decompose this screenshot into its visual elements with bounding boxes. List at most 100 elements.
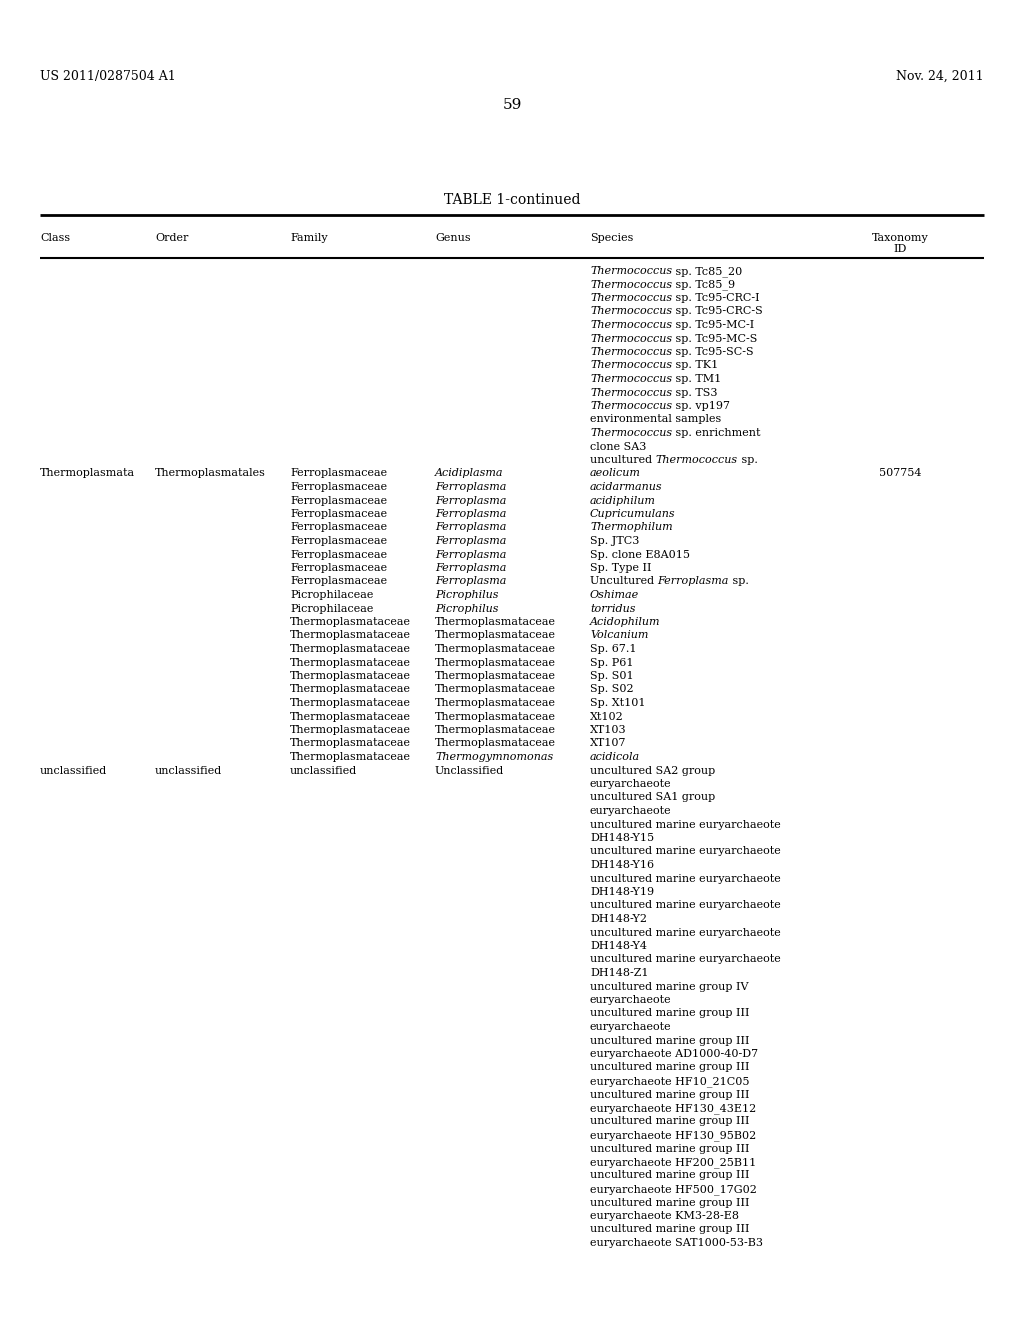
Text: Thermoplasmataceae: Thermoplasmataceae bbox=[290, 685, 411, 694]
Text: uncultured marine group III: uncultured marine group III bbox=[590, 1171, 750, 1180]
Text: DH148-Z1: DH148-Z1 bbox=[590, 968, 648, 978]
Text: Sp. Xt101: Sp. Xt101 bbox=[590, 698, 645, 708]
Text: uncultured marine group III: uncultured marine group III bbox=[590, 1117, 750, 1126]
Text: Thermococcus: Thermococcus bbox=[590, 319, 672, 330]
Text: Thermoplasmataceae: Thermoplasmataceae bbox=[290, 671, 411, 681]
Text: Ferroplasmaceae: Ferroplasmaceae bbox=[290, 510, 387, 519]
Text: Thermoplasmataceae: Thermoplasmataceae bbox=[435, 685, 556, 694]
Text: Ferroplasmaceae: Ferroplasmaceae bbox=[290, 523, 387, 532]
Text: Sp. P61: Sp. P61 bbox=[590, 657, 634, 668]
Text: Thermococcus: Thermococcus bbox=[590, 293, 672, 304]
Text: Thermoplasmataceae: Thermoplasmataceae bbox=[290, 711, 411, 722]
Text: Thermococcus: Thermococcus bbox=[590, 306, 672, 317]
Text: euryarchaeote AD1000-40-D7: euryarchaeote AD1000-40-D7 bbox=[590, 1049, 758, 1059]
Text: Sp. 67.1: Sp. 67.1 bbox=[590, 644, 637, 653]
Text: Ferroplasma: Ferroplasma bbox=[435, 510, 507, 519]
Text: Ferroplasma: Ferroplasma bbox=[657, 577, 729, 586]
Text: euryarchaeote: euryarchaeote bbox=[590, 779, 672, 789]
Text: Thermoplasmataceae: Thermoplasmataceae bbox=[290, 631, 411, 640]
Text: acidicola: acidicola bbox=[590, 752, 640, 762]
Text: Thermoplasmataceae: Thermoplasmataceae bbox=[290, 644, 411, 653]
Text: uncultured SA1 group: uncultured SA1 group bbox=[590, 792, 715, 803]
Text: DH148-Y4: DH148-Y4 bbox=[590, 941, 647, 950]
Text: TABLE 1-continued: TABLE 1-continued bbox=[443, 193, 581, 207]
Text: 507754: 507754 bbox=[879, 469, 922, 479]
Text: euryarchaeote HF130_95B02: euryarchaeote HF130_95B02 bbox=[590, 1130, 757, 1140]
Text: Nov. 24, 2011: Nov. 24, 2011 bbox=[896, 70, 984, 83]
Text: environmental samples: environmental samples bbox=[590, 414, 721, 425]
Text: sp. enrichment: sp. enrichment bbox=[672, 428, 761, 438]
Text: Cupricumulans: Cupricumulans bbox=[590, 510, 676, 519]
Text: DH148-Y15: DH148-Y15 bbox=[590, 833, 654, 843]
Text: Family: Family bbox=[290, 234, 328, 243]
Text: uncultured marine euryarchaeote: uncultured marine euryarchaeote bbox=[590, 874, 780, 883]
Text: sp. Tc85_9: sp. Tc85_9 bbox=[672, 280, 735, 290]
Text: Thermoplasmataceae: Thermoplasmataceae bbox=[290, 725, 411, 735]
Text: Thermoplasmataceae: Thermoplasmataceae bbox=[290, 616, 411, 627]
Text: Ferroplasmaceae: Ferroplasmaceae bbox=[290, 564, 387, 573]
Text: Ferroplasmaceae: Ferroplasmaceae bbox=[290, 549, 387, 560]
Text: unclassified: unclassified bbox=[290, 766, 357, 776]
Text: Ferroplasmaceae: Ferroplasmaceae bbox=[290, 495, 387, 506]
Text: Thermococcus: Thermococcus bbox=[590, 360, 672, 371]
Text: Unclassified: Unclassified bbox=[435, 766, 504, 776]
Text: Picrophilus: Picrophilus bbox=[435, 590, 499, 601]
Text: uncultured SA2 group: uncultured SA2 group bbox=[590, 766, 715, 776]
Text: uncultured marine group III: uncultured marine group III bbox=[590, 1089, 750, 1100]
Text: sp. vp197: sp. vp197 bbox=[672, 401, 730, 411]
Text: Thermococcus: Thermococcus bbox=[590, 428, 672, 438]
Text: DH148-Y19: DH148-Y19 bbox=[590, 887, 654, 898]
Text: Thermoplasmataceae: Thermoplasmataceae bbox=[435, 725, 556, 735]
Text: acidiphilum: acidiphilum bbox=[590, 495, 656, 506]
Text: Thermoplasmatales: Thermoplasmatales bbox=[155, 469, 266, 479]
Text: sp. Tc95-SC-S: sp. Tc95-SC-S bbox=[672, 347, 754, 356]
Text: uncultured marine group IV: uncultured marine group IV bbox=[590, 982, 749, 991]
Text: uncultured: uncultured bbox=[590, 455, 655, 465]
Text: Acidiplasma: Acidiplasma bbox=[435, 469, 504, 479]
Text: XT103: XT103 bbox=[590, 725, 627, 735]
Text: DH148-Y16: DH148-Y16 bbox=[590, 861, 654, 870]
Text: Thermoplasmataceae: Thermoplasmataceae bbox=[290, 752, 411, 762]
Text: sp. TS3: sp. TS3 bbox=[672, 388, 718, 397]
Text: Thermophilum: Thermophilum bbox=[590, 523, 673, 532]
Text: Order: Order bbox=[155, 234, 188, 243]
Text: sp. Tc95-CRC-S: sp. Tc95-CRC-S bbox=[672, 306, 763, 317]
Text: euryarchaeote: euryarchaeote bbox=[590, 1022, 672, 1032]
Text: Class: Class bbox=[40, 234, 70, 243]
Text: sp. TK1: sp. TK1 bbox=[672, 360, 719, 371]
Text: Sp. S02: Sp. S02 bbox=[590, 685, 634, 694]
Text: ID: ID bbox=[893, 244, 906, 253]
Text: sp. Tc95-MC-I: sp. Tc95-MC-I bbox=[672, 319, 755, 330]
Text: Thermoplasmataceae: Thermoplasmataceae bbox=[435, 657, 556, 668]
Text: clone SA3: clone SA3 bbox=[590, 441, 646, 451]
Text: Ferroplasmaceae: Ferroplasmaceae bbox=[290, 577, 387, 586]
Text: sp. Tc95-CRC-I: sp. Tc95-CRC-I bbox=[672, 293, 760, 304]
Text: uncultured marine group III: uncultured marine group III bbox=[590, 1197, 750, 1208]
Text: euryarchaeote HF200_25B11: euryarchaeote HF200_25B11 bbox=[590, 1158, 757, 1168]
Text: sp.: sp. bbox=[729, 577, 749, 586]
Text: Ferroplasma: Ferroplasma bbox=[435, 523, 507, 532]
Text: Acidophilum: Acidophilum bbox=[590, 616, 660, 627]
Text: Thermoplasmata: Thermoplasmata bbox=[40, 469, 135, 479]
Text: Sp. S01: Sp. S01 bbox=[590, 671, 634, 681]
Text: Genus: Genus bbox=[435, 234, 471, 243]
Text: Thermococcus: Thermococcus bbox=[590, 374, 672, 384]
Text: uncultured marine group III: uncultured marine group III bbox=[590, 1035, 750, 1045]
Text: Sp. Type II: Sp. Type II bbox=[590, 564, 651, 573]
Text: uncultured marine euryarchaeote: uncultured marine euryarchaeote bbox=[590, 820, 780, 829]
Text: Ferroplasmaceae: Ferroplasmaceae bbox=[290, 469, 387, 479]
Text: Thermoplasmataceae: Thermoplasmataceae bbox=[435, 671, 556, 681]
Text: DH148-Y2: DH148-Y2 bbox=[590, 913, 647, 924]
Text: Thermococcus: Thermococcus bbox=[590, 388, 672, 397]
Text: Thermococcus: Thermococcus bbox=[655, 455, 737, 465]
Text: unclassified: unclassified bbox=[40, 766, 108, 776]
Text: Thermoplasmataceae: Thermoplasmataceae bbox=[435, 631, 556, 640]
Text: sp. TM1: sp. TM1 bbox=[672, 374, 721, 384]
Text: acidarmanus: acidarmanus bbox=[590, 482, 663, 492]
Text: uncultured marine euryarchaeote: uncultured marine euryarchaeote bbox=[590, 928, 780, 937]
Text: uncultured marine group III: uncultured marine group III bbox=[590, 1008, 750, 1019]
Text: euryarchaeote HF130_43E12: euryarchaeote HF130_43E12 bbox=[590, 1104, 757, 1114]
Text: Thermoplasmataceae: Thermoplasmataceae bbox=[290, 698, 411, 708]
Text: Thermococcus: Thermococcus bbox=[590, 280, 672, 289]
Text: Ferroplasmaceae: Ferroplasmaceae bbox=[290, 482, 387, 492]
